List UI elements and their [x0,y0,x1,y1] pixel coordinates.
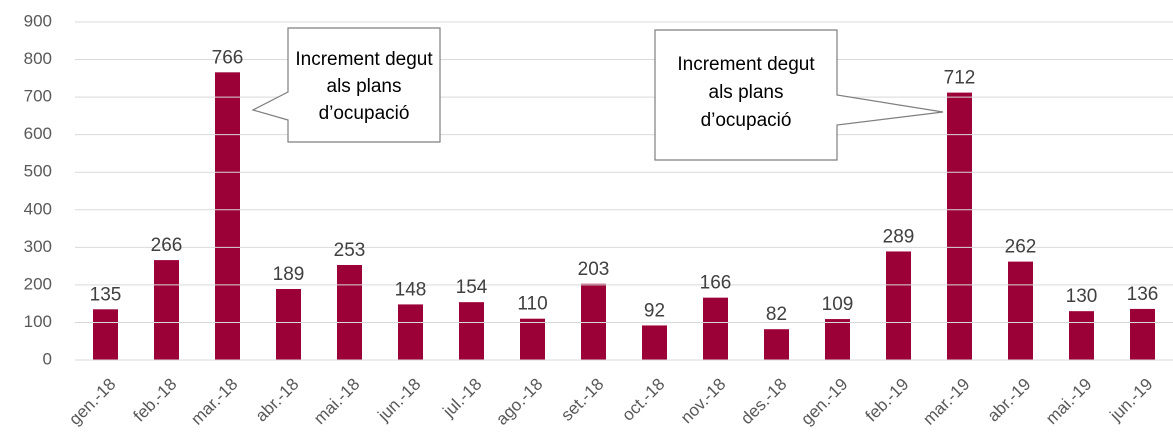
y-tick-label: 200 [24,274,52,293]
value-label: 203 [578,259,610,280]
callout [251,27,441,143]
annotation-line: Increment degut [677,54,815,75]
y-tick-label: 0 [43,349,52,368]
x-tick-label: mai.-19 [1042,375,1096,429]
x-tick-label: abr.-18 [252,375,303,426]
bar [93,309,118,360]
annotation-line: d’ocupació [319,103,410,124]
value-label: 136 [1127,284,1159,305]
bar [642,325,667,360]
value-label: 135 [90,284,122,305]
value-label: 262 [1005,237,1037,258]
value-label: 189 [273,264,305,285]
y-tick-label: 800 [24,49,52,68]
value-label: 154 [456,277,488,298]
bar [276,289,301,360]
value-label: 110 [517,294,547,315]
x-tick-label: jun.-18 [374,375,425,426]
value-label: 766 [212,47,244,68]
bar [825,319,850,360]
bar [215,72,240,360]
bar [1130,308,1155,360]
x-tick-label: gen.-18 [65,375,119,429]
y-tick-label: 600 [24,124,52,143]
annotation-line: Increment degut [295,49,433,70]
y-tick-label: 400 [24,199,52,218]
x-tick-label: oct.-18 [618,375,668,425]
bar [520,318,545,360]
bar [581,283,606,360]
bar [947,92,972,361]
callout [654,29,944,161]
bar [154,260,179,360]
y-tick-label: 300 [24,237,52,256]
x-tick-label: feb.-18 [130,375,181,426]
x-tick-label: set.-18 [557,375,607,425]
x-tick-label: nov.-18 [677,375,730,428]
value-label: 253 [334,240,366,261]
value-label: 92 [644,300,665,321]
value-label: 266 [151,235,183,256]
x-tick-label: feb.-19 [862,375,913,426]
y-tick-label: 700 [24,87,52,106]
x-tick-label: ago.-18 [492,375,546,429]
value-label: 148 [395,279,427,300]
annotation-line: als plans [709,82,784,103]
annotation-line: d’ocupació [701,110,792,131]
value-label: 712 [944,68,976,89]
x-tick-label: gen.-19 [797,375,851,429]
x-tick-label: mar.-18 [187,375,241,429]
bar [703,297,728,360]
bar [459,302,484,360]
x-tick-label: mar.-19 [919,375,973,429]
y-tick-label: 500 [24,162,52,181]
y-tick-label: 100 [24,312,52,331]
bar [1008,261,1033,360]
x-tick-label: jun.-19 [1106,375,1157,426]
value-label: 289 [883,226,915,247]
bar [886,251,911,360]
x-tick-label: des.-18 [737,375,791,429]
bar [1069,311,1094,360]
annotation-line: als plans [327,76,402,97]
bar [398,304,423,360]
value-label: 109 [822,294,854,315]
y-tick-label: 900 [24,11,52,30]
value-label: 82 [766,304,787,325]
x-tick-label: mai.-18 [310,375,364,429]
x-tick-label: jul.-18 [439,375,486,422]
value-label: 166 [700,273,732,294]
value-label: 130 [1066,286,1098,307]
bar [764,329,789,360]
bar [337,264,362,360]
x-tick-label: abr.-19 [984,375,1035,426]
